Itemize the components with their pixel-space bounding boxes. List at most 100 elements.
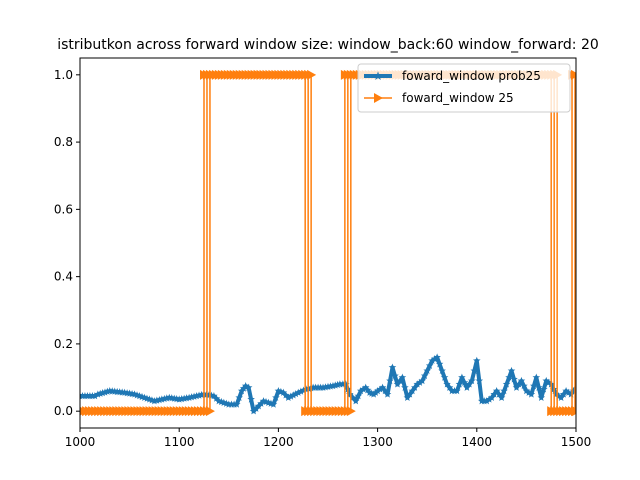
series-prob25-marker: [487, 393, 496, 401]
series-prob25-marker: [378, 383, 387, 391]
series-prob25-marker: [289, 391, 298, 399]
series-prob25-marker: [342, 380, 350, 388]
series-prob25-marker: [425, 361, 434, 370]
series-prob25-marker: [235, 393, 244, 401]
series-prob25-marker: [398, 373, 407, 381]
series-prob25-marker: [433, 353, 441, 361]
series-prob25-marker: [326, 382, 335, 390]
series-prob25-marker: [507, 366, 516, 375]
series-prob25-marker: [411, 383, 419, 391]
series-prob25-marker: [443, 380, 451, 388]
series-prob25-marker: [515, 380, 523, 388]
legend-label-prob25: foward_window prob25: [402, 69, 541, 83]
series-prob25-marker: [458, 373, 466, 381]
series-prob25-marker: [403, 393, 412, 401]
series-prob25-marker: [455, 380, 464, 388]
series-prob25-marker: [197, 390, 206, 399]
series-prob25-marker: [101, 388, 109, 396]
series-prob25-marker: [282, 391, 290, 399]
series-prob25: [80, 353, 576, 415]
y-tick-label: 0.6: [54, 202, 73, 216]
series-prob25-marker: [96, 389, 105, 397]
series-prob25-marker: [525, 388, 533, 396]
series-prob25-marker: [351, 397, 360, 405]
series-prob25-marker: [287, 392, 295, 400]
series-prob25-marker: [185, 393, 193, 401]
series-prob25-marker: [539, 385, 548, 393]
series-prob25-marker: [510, 375, 518, 383]
legend-box: [357, 63, 571, 113]
series-prob25-marker: [331, 381, 340, 389]
series-prob25-marker: [463, 383, 471, 391]
y-tick-label: 0.0: [54, 404, 73, 418]
series-prob25-marker: [249, 407, 258, 415]
legend-label-window25: foward_window 25: [402, 91, 514, 105]
series-prob25-marker: [291, 389, 300, 398]
series-prob25-marker: [210, 392, 218, 400]
series-prob25-marker: [363, 386, 372, 394]
series-prob25-marker: [376, 385, 384, 393]
series-prob25-marker: [557, 393, 565, 401]
series-window25-marker: [307, 69, 317, 80]
series-prob25-marker: [435, 360, 444, 368]
series-prob25-marker: [465, 380, 474, 388]
series-prob25-marker: [413, 380, 422, 388]
series-prob25-marker: [520, 381, 528, 390]
series-prob25-marker: [564, 388, 573, 396]
series-prob25-marker: [408, 387, 417, 395]
series-prob25-marker: [279, 388, 288, 396]
series-prob25-marker: [517, 376, 526, 385]
series-prob25-marker: [356, 387, 365, 395]
series-prob25-marker: [401, 383, 409, 391]
series-prob25-marker: [423, 366, 431, 375]
series-prob25-marker: [567, 390, 575, 398]
series-prob25-marker: [502, 380, 511, 388]
y-tick-label: 0.2: [54, 337, 73, 351]
series-prob25-marker: [294, 388, 303, 396]
series-prob25-marker: [495, 390, 503, 398]
y-tick-label: 1.0: [54, 68, 73, 82]
series-prob25-marker: [247, 395, 255, 403]
series-prob25-marker: [460, 378, 469, 386]
series-prob25-marker: [391, 371, 399, 380]
series-prob25-marker: [445, 383, 454, 391]
series-prob25-marker: [212, 394, 221, 402]
series-prob25-marker: [388, 363, 397, 371]
series-prob25-marker: [336, 380, 344, 388]
legend-star-marker: ★: [373, 69, 384, 83]
legend-triangle-marker: [374, 93, 383, 103]
series-prob25-marker: [438, 366, 446, 375]
series-prob25-marker: [420, 371, 429, 380]
series-window25-marker: [346, 406, 356, 417]
series-prob25-marker: [299, 386, 308, 394]
series-prob25-marker: [453, 387, 461, 395]
series-prob25-marker: [537, 393, 546, 401]
series-prob25-marker: [418, 376, 427, 385]
series-prob25-marker: [182, 394, 191, 402]
series-prob25-marker: [535, 383, 543, 391]
series-prob25-marker: [562, 387, 570, 395]
x-axis: 1000 1100 1200 1300 1400 1500: [65, 428, 591, 449]
series-prob25-marker: [321, 383, 330, 391]
series-window25-marker: [571, 69, 576, 80]
series-prob25-marker: [177, 394, 186, 403]
series-prob25-marker: [232, 400, 241, 408]
series-window25-marker: [572, 406, 576, 417]
series-prob25-marker: [94, 390, 102, 398]
series-prob25-marker: [91, 392, 99, 400]
series-prob25-marker: [544, 378, 553, 386]
series-prob25-marker: [361, 383, 370, 391]
series-prob25-marker: [329, 381, 337, 390]
series-prob25-marker: [346, 390, 354, 398]
series-prob25-marker: [359, 385, 368, 393]
series-prob25-marker: [297, 387, 305, 395]
series-prob25-marker: [383, 390, 392, 398]
series-prob25-marker: [396, 376, 404, 385]
series-prob25-marker: [512, 383, 521, 391]
series-prob25-marker: [371, 388, 380, 396]
series-prob25-marker: [244, 383, 253, 391]
series-prob25-marker: [485, 395, 493, 403]
series-prob25-marker: [339, 380, 347, 388]
series-prob25-marker: [505, 373, 513, 381]
